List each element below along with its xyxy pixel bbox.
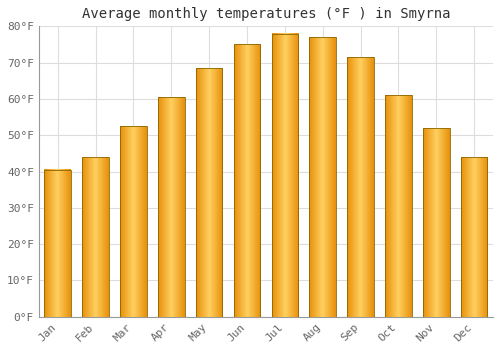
Bar bbox=[272, 34, 298, 317]
Bar bbox=[423, 128, 450, 317]
Bar bbox=[310, 37, 336, 317]
Bar bbox=[158, 97, 184, 317]
Bar bbox=[385, 95, 411, 317]
Bar bbox=[44, 170, 71, 317]
Bar bbox=[196, 68, 222, 317]
Bar bbox=[234, 44, 260, 317]
Bar bbox=[348, 57, 374, 317]
Bar bbox=[461, 157, 487, 317]
Title: Average monthly temperatures (°F ) in Smyrna: Average monthly temperatures (°F ) in Sm… bbox=[82, 7, 450, 21]
Bar bbox=[120, 126, 146, 317]
Bar bbox=[82, 157, 109, 317]
